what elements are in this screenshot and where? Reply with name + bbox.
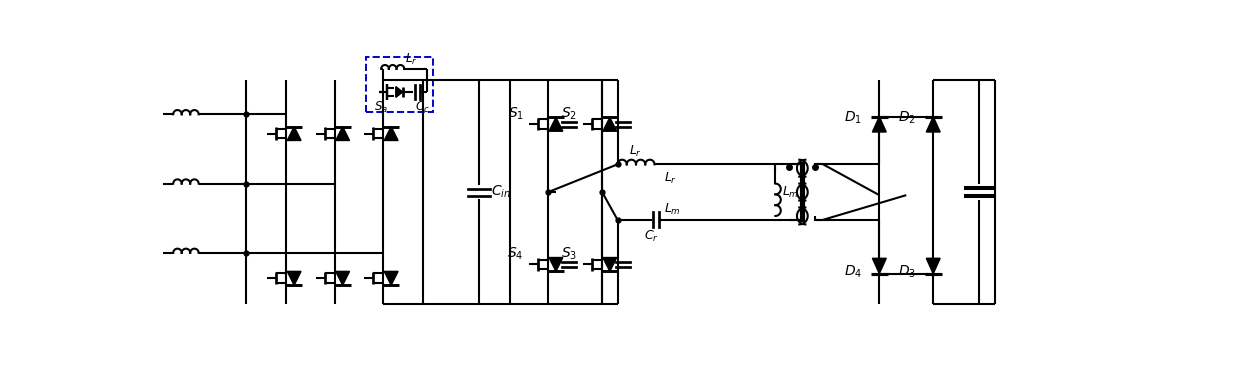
Text: $D_2$: $D_2$ [899, 110, 916, 126]
Text: $S_a$: $S_a$ [374, 100, 388, 115]
Polygon shape [336, 272, 350, 285]
Polygon shape [384, 272, 398, 285]
Text: $D_4$: $D_4$ [844, 264, 862, 280]
Text: $D_3$: $D_3$ [899, 264, 916, 280]
Text: $L_m$: $L_m$ [664, 202, 680, 217]
Text: $S_2$: $S_2$ [561, 105, 578, 122]
Polygon shape [872, 258, 886, 274]
Polygon shape [872, 117, 886, 132]
Polygon shape [396, 87, 402, 98]
Text: $L_r$: $L_r$ [664, 171, 676, 186]
Text: $S_3$: $S_3$ [561, 246, 578, 262]
Polygon shape [288, 127, 301, 141]
Text: $S_1$: $S_1$ [508, 105, 524, 122]
Polygon shape [926, 258, 940, 274]
Text: $C_c$: $C_c$ [415, 100, 430, 115]
Polygon shape [288, 272, 301, 285]
Text: $C_r$: $C_r$ [644, 229, 659, 244]
Text: $S_4$: $S_4$ [508, 246, 524, 262]
Polygon shape [549, 258, 562, 272]
Polygon shape [384, 127, 398, 141]
Polygon shape [549, 117, 562, 131]
Polygon shape [602, 117, 616, 131]
Polygon shape [926, 117, 940, 132]
Text: $L_m$: $L_m$ [781, 184, 799, 200]
Text: $D_1$: $D_1$ [845, 110, 862, 126]
Polygon shape [336, 127, 350, 141]
Text: $L_r$: $L_r$ [629, 144, 642, 159]
Bar [366, 57, 432, 112]
Text: $C_{in}$: $C_{in}$ [491, 184, 511, 200]
Text: $L_r$: $L_r$ [405, 52, 418, 68]
Polygon shape [602, 258, 616, 272]
